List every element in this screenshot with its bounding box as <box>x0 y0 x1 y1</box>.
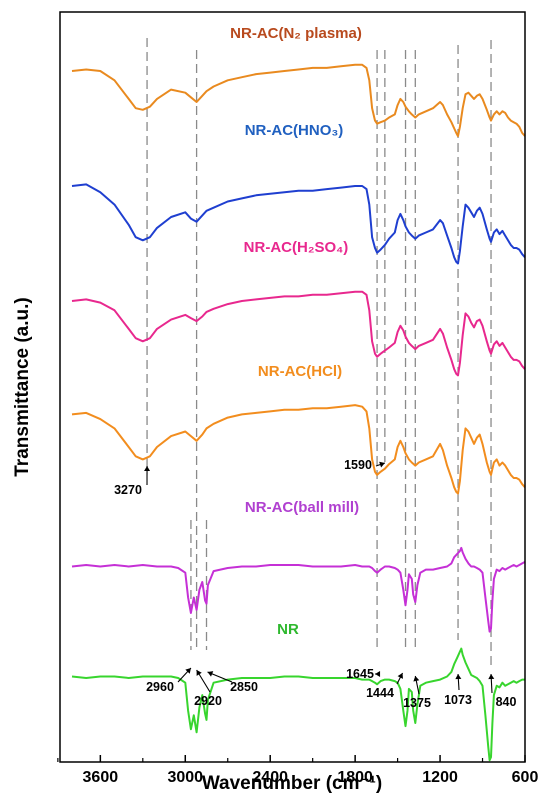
x-tick-label-1800: 1800 <box>337 769 373 786</box>
series-line-0 <box>71 63 526 138</box>
annotation-label-2850: 2850 <box>230 680 258 694</box>
series-label-3: NR-AC(HCl) <box>258 363 342 380</box>
annotation-arrowhead-2850 <box>207 671 214 677</box>
x-axis-label: Wavenumber (cm⁻¹) <box>202 773 382 794</box>
annotation-label-840: 840 <box>496 695 517 709</box>
axes-layer <box>59 11 526 763</box>
series-line-1 <box>71 183 526 265</box>
x-tick-label-2400: 2400 <box>252 769 288 786</box>
series-label-1: NR-AC(HNO₃) <box>245 122 344 139</box>
annotation-label-1645: 1645 <box>346 667 374 681</box>
annotation-arrowhead-2960 <box>185 668 191 674</box>
x-tick-label-600: 600 <box>512 769 539 786</box>
annotation-arrowhead-2920 <box>196 670 202 676</box>
x-tick-label-1200: 1200 <box>422 769 458 786</box>
annotation-label-2920: 2920 <box>194 694 222 708</box>
annotation-label-1444: 1444 <box>366 686 394 700</box>
annotation-label-3270: 3270 <box>114 483 142 497</box>
annotation-arrowhead-1590 <box>379 461 385 468</box>
annotation-label-1590: 1590 <box>344 458 372 472</box>
series-line-5 <box>71 647 525 762</box>
annotation-arrowhead-840 <box>488 674 495 680</box>
series-label-2: NR-AC(H₂SO₄) <box>244 239 349 256</box>
series-line-4 <box>71 546 526 633</box>
series-line-3 <box>71 404 526 495</box>
annotations-layer: 3270 1590 1645 1444 1375 1073 840 2960 2920 2850 <box>114 458 516 710</box>
series-label-4: NR-AC(ball mill) <box>245 499 359 516</box>
x-tick-label-3000: 3000 <box>167 769 203 786</box>
series-label-0: NR-AC(N₂ plasma) <box>230 25 362 42</box>
series-label-5: NR <box>277 621 299 638</box>
annotation-label-2960: 2960 <box>146 680 174 694</box>
annotation-arrowhead-1073 <box>455 674 462 680</box>
annotation-arrowhead-1444 <box>397 673 403 679</box>
reference-lines-layer <box>146 38 492 670</box>
x-ticks-layer: 3600 3000 2400 1800 1200 600 <box>57 755 539 786</box>
annotation-arrowhead-1645 <box>375 671 381 677</box>
series-line-2 <box>71 290 526 377</box>
plot-frame <box>59 11 526 763</box>
annotation-label-1375: 1375 <box>403 696 431 710</box>
y-axis-label: Transmittance (a.u.) <box>12 297 33 477</box>
annotation-arrowhead-1375 <box>413 676 420 682</box>
annotation-arrowhead-3270 <box>144 466 151 472</box>
x-tick-label-3600: 3600 <box>83 769 119 786</box>
annotation-label-1073: 1073 <box>444 693 472 707</box>
series-layer: NR-AC(N₂ plasma) NR-AC(HNO₃) NR-AC(H₂SO₄) N… <box>71 25 526 762</box>
